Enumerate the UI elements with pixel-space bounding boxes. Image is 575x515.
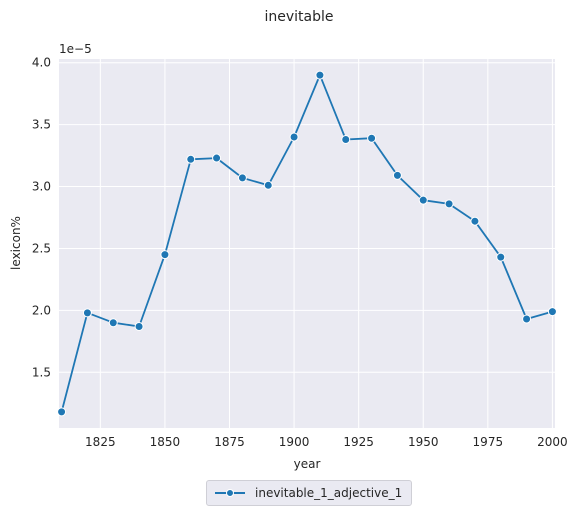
data-point xyxy=(341,134,351,144)
chart-title: inevitable xyxy=(264,9,333,25)
y-tick-label: 1.5 xyxy=(32,365,51,379)
x-tick-label: 2000 xyxy=(537,435,568,449)
data-point xyxy=(263,180,273,190)
y-axis-ticks: 1.5 2.0 2.5 3.0 3.5 4.0 xyxy=(32,56,51,380)
data-point xyxy=(470,216,480,226)
data-point xyxy=(522,314,532,324)
x-tick-label: 1875 xyxy=(214,435,245,449)
x-tick-label: 1900 xyxy=(279,435,310,449)
y-tick-label: 3.5 xyxy=(32,118,51,132)
y-tick-label: 4.0 xyxy=(32,56,51,70)
plot-area xyxy=(59,59,555,428)
series-group xyxy=(57,70,557,417)
legend: inevitable_1_adjective_1 xyxy=(206,480,412,506)
data-point xyxy=(547,307,557,317)
y-tick-label: 2.5 xyxy=(32,241,51,255)
x-axis-label: year xyxy=(294,457,321,471)
x-tick-label: 1850 xyxy=(150,435,181,449)
y-offset-label: 1e−5 xyxy=(59,42,92,56)
gridlines xyxy=(59,59,555,428)
data-point xyxy=(289,132,299,142)
data-point xyxy=(367,133,377,143)
x-tick-label: 1950 xyxy=(408,435,439,449)
x-tick-label: 1975 xyxy=(473,435,504,449)
data-point xyxy=(418,195,428,205)
x-tick-label: 1925 xyxy=(343,435,374,449)
data-point xyxy=(57,407,67,417)
x-tick-label: 1825 xyxy=(85,435,116,449)
data-point xyxy=(392,170,402,180)
data-point xyxy=(315,70,325,80)
x-axis-ticks: 1825 1850 1875 1900 1925 1950 1975 2000 xyxy=(85,435,568,449)
y-axis-label: lexicon% xyxy=(9,216,23,270)
data-point xyxy=(134,321,144,331)
data-point xyxy=(212,153,222,163)
data-point xyxy=(186,154,196,164)
data-point xyxy=(237,173,247,183)
legend-marker-icon xyxy=(215,487,245,499)
data-point xyxy=(444,199,454,209)
data-point xyxy=(108,318,118,328)
series-line xyxy=(60,74,553,413)
legend-label: inevitable_1_adjective_1 xyxy=(255,486,403,500)
y-tick-label: 2.0 xyxy=(32,303,51,317)
data-point xyxy=(82,308,92,318)
y-tick-label: 3.0 xyxy=(32,180,51,194)
data-point xyxy=(496,252,506,262)
data-point xyxy=(160,250,170,260)
